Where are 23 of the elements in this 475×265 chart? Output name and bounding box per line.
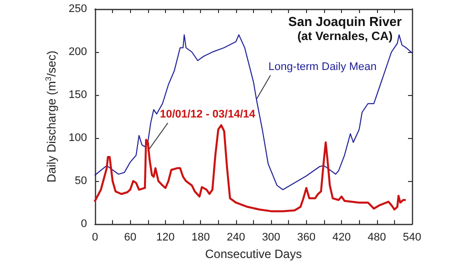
y-tick-label: 150	[68, 89, 87, 102]
annotation: 10/01/12 - 03/14/14	[160, 108, 256, 120]
x-tick-label: 540	[402, 232, 422, 244]
x-tick-label: 300	[262, 232, 280, 244]
x-tick-label: 360	[297, 232, 316, 244]
x-tick-label: 0	[92, 232, 98, 244]
y-tick-label: 100	[68, 132, 87, 144]
x-tick-label: 60	[124, 232, 136, 244]
y-tick-label: 250	[68, 3, 87, 15]
chart-title: San Joaquin River	[288, 14, 402, 29]
annotation: Long-term Daily Mean	[268, 60, 377, 73]
line-series	[94, 124, 406, 212]
y-axis-title: Daily Discharge (m3/sec)	[44, 50, 59, 182]
x-tick-label: 120	[156, 232, 175, 244]
x-axis-title: Consecutive Days	[205, 247, 302, 261]
x-tick-label: 480	[368, 232, 386, 244]
text: (at Vernales, CA)	[297, 29, 393, 43]
y-tick-label: 200	[68, 46, 87, 58]
x-tick-label: 240	[226, 232, 246, 244]
y-tick-label: 0	[80, 218, 87, 230]
x-tick-label: 180	[191, 232, 210, 244]
x-tick-label: 420	[332, 232, 351, 244]
y-tick-label: 50	[74, 175, 87, 188]
